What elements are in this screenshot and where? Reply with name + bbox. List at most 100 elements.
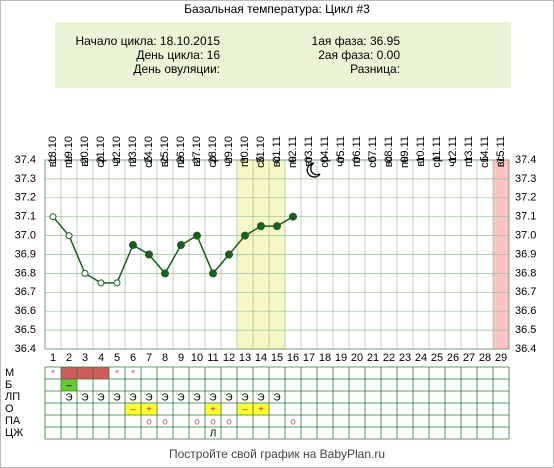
plot-border [44,159,510,350]
y-tick-label-right: 37.1 [515,211,536,223]
y-tick-label-right: 36.7 [515,286,536,298]
cell-text: Э [177,393,184,404]
weekday-label: чт [111,156,123,167]
date-label: 06.11 [351,136,363,163]
weekday-label: пт [127,156,139,167]
chart-title: Базальная температура: Цикл #3 [184,2,370,16]
weekday-label: вт [79,156,91,167]
weekday-label: пн [175,156,187,168]
date-label: 25.10 [159,136,171,164]
cell-text: o [162,417,168,428]
weekday-label: сб [479,156,491,168]
cell-fill [77,367,93,379]
date-label: 31.10 [255,136,267,164]
info-left: День цикла: 16 [136,48,220,62]
day-label: 19 [335,352,347,364]
weekday-label: ср [319,156,331,168]
day-label: 17 [303,352,315,364]
point [289,212,297,221]
cell-text: – [130,405,136,416]
cell-text: + [258,405,264,416]
point [177,241,185,250]
cell-text: – [242,405,248,416]
date-label: 10.11 [415,136,427,163]
date-label: 21.10 [95,136,107,164]
cell-fill [61,367,77,379]
date-label: 05.11 [335,136,347,163]
cell-text: + [210,405,216,416]
cell-text: Э [129,393,136,404]
cell-fill [205,403,221,415]
date-label: 12.11 [447,136,459,163]
moon-icon [306,162,321,178]
cell-text: Э [113,393,120,404]
row-label: ЦЖ [5,427,23,439]
row-label: Б [5,379,12,391]
y-tick-label-right: 37.4 [515,154,536,166]
day-label: 21 [367,352,379,364]
cell-text: Э [161,393,168,404]
info-left: Начало цикла: 18.10.2015 [75,34,220,48]
day-label: 4 [98,352,104,364]
weekday-label: ср [95,156,107,168]
day-label: 8 [162,352,168,364]
weekday-label: сб [255,156,267,168]
cell-fill [253,403,269,415]
day-label: 23 [399,352,411,364]
date-label: 20.10 [79,136,91,164]
cell-fill [237,403,253,415]
cell-text: Э [241,393,248,404]
point [193,231,201,240]
date-label: 04.11 [319,136,331,163]
point [209,269,217,278]
day-label: 25 [431,352,443,364]
weekday-label: вс [383,156,395,168]
y-tick-label: 37.2 [15,192,36,204]
y-tick-label-right: 36.6 [515,305,536,317]
date-label: 13.11 [463,136,475,163]
cell-text: Э [273,393,280,404]
day-label: 15 [271,352,283,364]
y-tick-label-right: 36.4 [515,343,536,355]
date-label: 02.11 [287,136,299,163]
day-label: 14 [255,352,267,364]
point [49,213,57,221]
y-tick-label-right: 36.5 [515,324,536,336]
weekday-label: пт [239,156,251,167]
point [129,241,137,250]
cell-text: o [226,417,232,428]
weekday-label: пн [399,156,411,168]
weekday-label: вс [495,156,507,168]
date-label: 14.11 [479,136,491,163]
cell-text: Л [210,429,217,440]
row-label: М [5,367,14,379]
day-label: 26 [447,352,459,364]
row-label: ПА [5,415,21,427]
date-label: 15.11 [495,136,507,163]
day-label: 6 [130,352,136,364]
weekday-label: вт [415,156,427,167]
date-label: 24.10 [143,136,155,164]
date-label: 07.11 [367,136,379,163]
point [145,250,153,259]
footer: Постройте свой график на BabyPlan.ru [169,447,385,461]
y-tick-label: 37.1 [15,211,36,223]
date-label: 30.10 [239,136,251,164]
weekday-label: вс [271,156,283,168]
y-tick-label: 36.4 [15,343,36,355]
info-right: Разница: [350,62,400,76]
weekday-label: ср [431,156,443,168]
y-tick-label-right: 36.8 [515,267,536,279]
day-label: 3 [82,352,88,364]
date-label: 22.10 [111,136,123,164]
date-label: 01.11 [271,136,283,163]
date-label: 28.10 [207,136,219,164]
date-label: 23.10 [127,136,139,164]
cell-text: Э [257,393,264,404]
day-label: 5 [114,352,120,364]
day-label: 10 [191,352,203,364]
weekday-label: вс [159,156,171,168]
day-label: 9 [178,352,184,364]
point [65,232,73,240]
